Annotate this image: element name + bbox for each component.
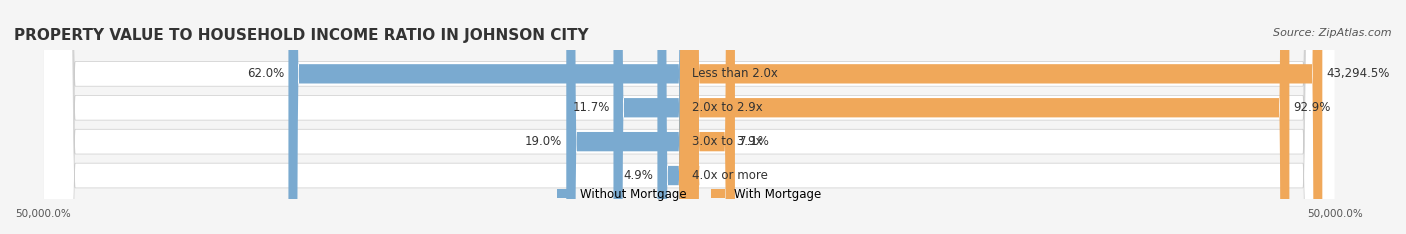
- Text: 7.1%: 7.1%: [738, 135, 769, 148]
- Text: 4.9%: 4.9%: [624, 169, 654, 182]
- FancyBboxPatch shape: [689, 0, 735, 234]
- FancyBboxPatch shape: [42, 0, 1336, 234]
- Text: 62.0%: 62.0%: [247, 67, 284, 80]
- FancyBboxPatch shape: [679, 0, 699, 234]
- FancyBboxPatch shape: [42, 0, 1336, 234]
- Text: 11.7%: 11.7%: [572, 101, 610, 114]
- FancyBboxPatch shape: [689, 0, 1289, 234]
- Text: PROPERTY VALUE TO HOUSEHOLD INCOME RATIO IN JOHNSON CITY: PROPERTY VALUE TO HOUSEHOLD INCOME RATIO…: [14, 28, 589, 43]
- FancyBboxPatch shape: [42, 0, 1336, 234]
- Legend: Without Mortgage, With Mortgage: Without Mortgage, With Mortgage: [553, 183, 827, 205]
- FancyBboxPatch shape: [658, 0, 689, 234]
- Text: 4.0x or more: 4.0x or more: [692, 169, 768, 182]
- FancyBboxPatch shape: [613, 0, 689, 234]
- Text: Source: ZipAtlas.com: Source: ZipAtlas.com: [1274, 28, 1392, 38]
- FancyBboxPatch shape: [288, 0, 689, 234]
- Text: 3.0x to 3.9x: 3.0x to 3.9x: [692, 135, 762, 148]
- FancyBboxPatch shape: [689, 0, 1322, 234]
- Text: 2.0x to 2.9x: 2.0x to 2.9x: [692, 101, 762, 114]
- FancyBboxPatch shape: [567, 0, 689, 234]
- FancyBboxPatch shape: [42, 0, 1336, 234]
- Text: 19.0%: 19.0%: [526, 135, 562, 148]
- Text: Less than 2.0x: Less than 2.0x: [692, 67, 778, 80]
- Text: 43,294.5%: 43,294.5%: [1326, 67, 1389, 80]
- Text: 92.9%: 92.9%: [1294, 101, 1330, 114]
